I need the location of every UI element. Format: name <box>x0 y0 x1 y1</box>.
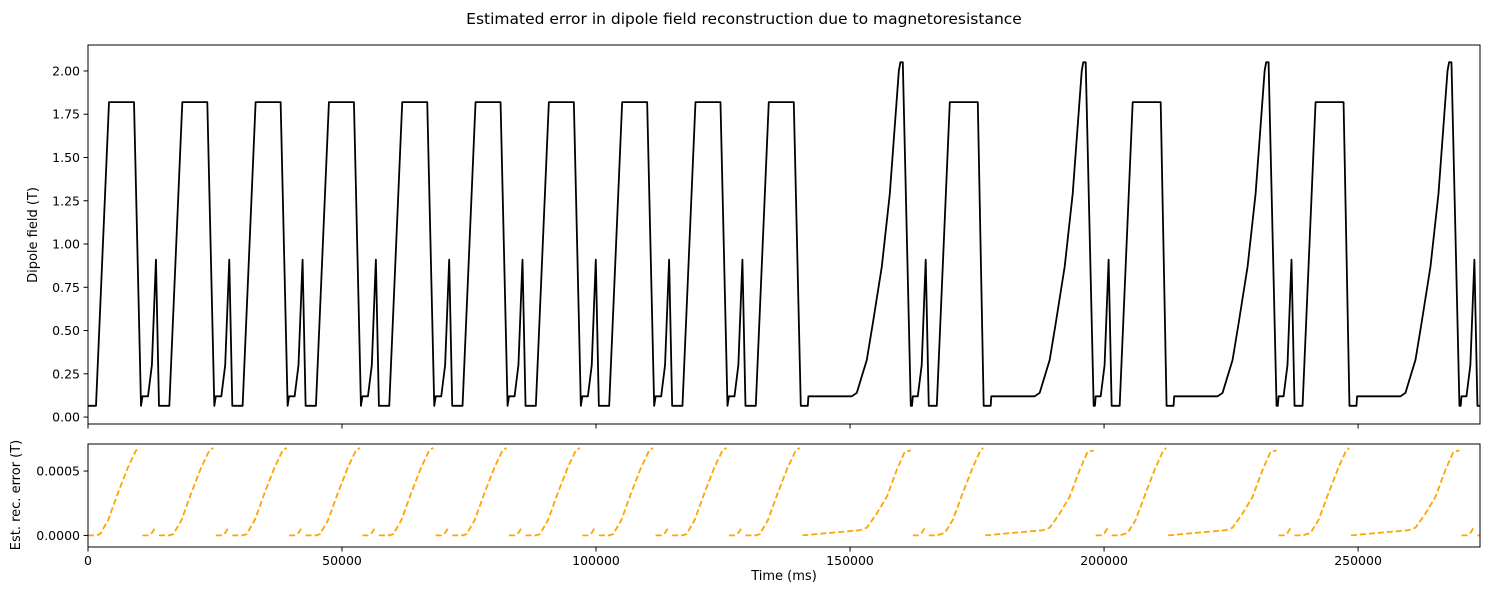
chart-title: Estimated error in dipole field reconstr… <box>466 10 1022 28</box>
error-line-segment <box>525 447 581 537</box>
error-line-segment <box>985 449 1094 537</box>
x-tick-label: 0 <box>84 553 92 568</box>
y-tick-label: 1.50 <box>52 150 80 165</box>
dipole-field-axes: 0.00 0.25 0.50 0.75 1.00 1.25 1.50 1.75 2.00 <box>52 44 1481 429</box>
error-line-segment <box>655 525 670 537</box>
error-line-segment <box>1168 449 1277 537</box>
x-tick-label: 250000 <box>1334 553 1382 568</box>
y-axis-label-dipole: Dipole field (T) <box>26 187 41 283</box>
error-line-segment <box>1461 525 1476 537</box>
y-tick-label: 0.50 <box>52 323 80 338</box>
y-tick-label: 0.25 <box>52 366 80 381</box>
error-line-segment <box>1111 447 1167 537</box>
error-line-segment <box>435 525 450 537</box>
error-line-segment <box>912 525 927 537</box>
error-line-segment <box>509 525 524 537</box>
y-tick-label: 1.00 <box>52 237 80 252</box>
error-line-segment <box>802 449 911 537</box>
error-line-segment <box>142 525 157 537</box>
x-axis-label: Time (ms) <box>750 569 817 584</box>
error-line-segment <box>378 447 434 537</box>
axes-frame <box>87 443 1481 548</box>
x-tick-label: 200000 <box>1080 553 1128 568</box>
error-line-segment <box>928 447 984 537</box>
error-line-segment <box>215 525 231 537</box>
error-line-segment <box>232 447 288 537</box>
error-line-segment <box>728 525 744 537</box>
error-line-segment <box>1095 525 1110 537</box>
error-line-segment <box>1350 449 1460 537</box>
error-line-segment <box>598 447 654 537</box>
error-line-segment <box>1294 447 1350 537</box>
y-tick-label: 2.00 <box>52 63 80 78</box>
y-tick-label: 0.0005 <box>36 464 80 479</box>
error-line-segment <box>305 447 361 537</box>
x-tick-label: 100000 <box>572 553 620 568</box>
error-line-segment <box>1278 525 1293 537</box>
error-line-segment <box>289 525 304 537</box>
error-line-segment <box>672 447 727 537</box>
y-tick-label: 0.00 <box>52 410 80 425</box>
axes-frame <box>87 44 1481 425</box>
y-tick-label: 0.0000 <box>36 528 80 543</box>
error-axes: 0 50000 100000 150000 200000 250000 0.0000 0.00… <box>36 443 1481 568</box>
error-line-segment <box>452 447 508 537</box>
error-line-segment <box>582 525 597 537</box>
error-line-segment <box>159 447 214 537</box>
y-tick-label: 0.75 <box>52 280 80 295</box>
x-tick-label: 50000 <box>322 553 362 568</box>
y-axis-label-error: Est. rec. error (T) <box>9 440 24 551</box>
error-line-segment <box>745 447 801 537</box>
y-tick-label: 1.25 <box>52 193 80 208</box>
y-tick-label: 1.75 <box>52 107 80 122</box>
error-line-segment <box>362 525 377 537</box>
dipole-field-line <box>88 61 1480 407</box>
error-line-segment <box>88 447 141 537</box>
x-tick-label: 150000 <box>826 553 874 568</box>
